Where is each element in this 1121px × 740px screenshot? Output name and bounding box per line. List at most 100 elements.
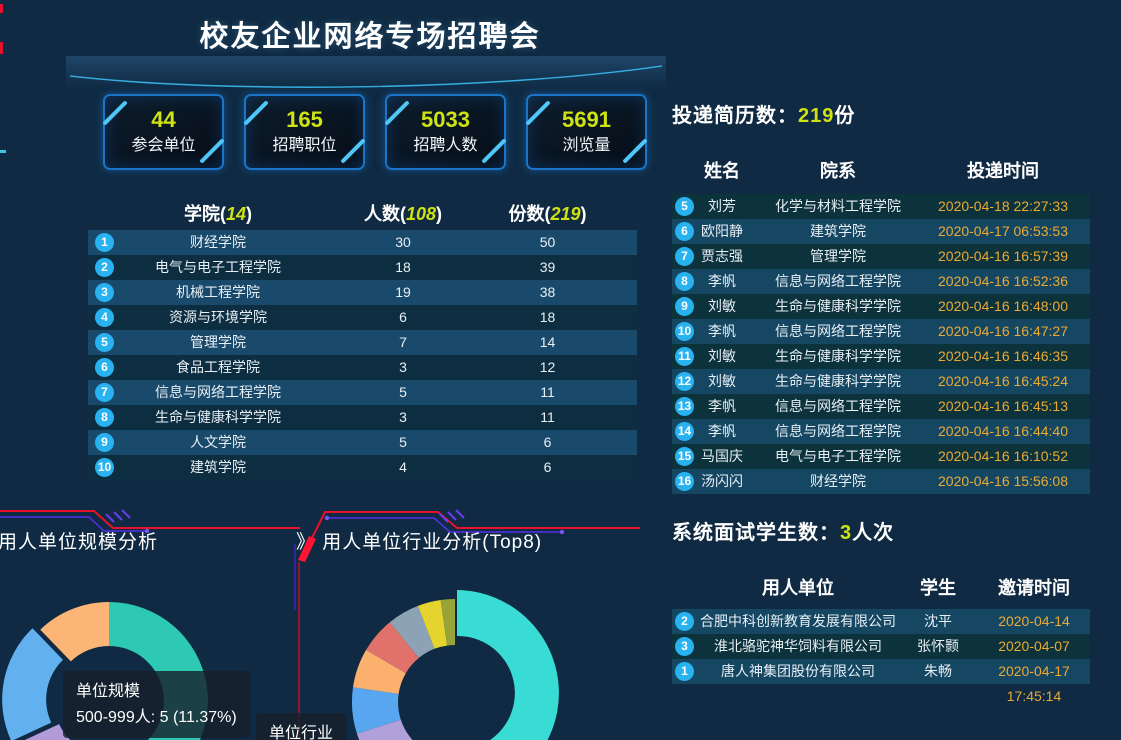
tooltip-title: 单位规模 [76,683,141,700]
rank-badge: 5 [675,197,694,216]
rank-badge: 11 [675,347,694,366]
department: 信息与网络工程学院 [775,323,901,339]
student-name: 李帆 [708,273,736,289]
rank-badge: 6 [95,358,114,377]
people-count: 19 [395,284,411,300]
section-title-scale: 用人单位规模分析 [0,532,159,553]
stat-label: 招聘人数 [413,137,478,154]
table-row: 9 刘敏 生命与健康科学学院 2020-04-16 16:48:00 [672,294,1090,319]
student-name: 贾志强 [701,248,743,264]
table-row: 8 生命与健康科学学院 3 11 [88,405,637,430]
department: 电气与电子工程学院 [775,448,901,464]
stat-label: 浏览量 [562,137,611,154]
student-name: 刘敏 [708,298,736,314]
submit-time: 2020-04-16 15:56:08 [938,473,1068,489]
interview-table-header: 用人单位 学生 邀请时间 [672,573,1090,603]
college-name: 建筑学院 [190,459,246,475]
rank-badge: 2 [95,258,114,277]
submit-time: 2020-04-16 16:52:36 [938,273,1068,289]
department: 化学与材料工程学院 [775,198,901,214]
stat-card-headcount: 5033 招聘人数 [385,94,506,170]
table-row: 8 李帆 信息与网络工程学院 2020-04-16 16:52:36 [672,269,1090,294]
stat-card-views: 5691 浏览量 [526,94,647,170]
chart-tooltip-scale: 单位规模 500-999人: 5 (11.37%) [63,671,250,739]
rank-badge: 6 [675,222,694,241]
copies-count: 18 [539,309,556,325]
rank-badge: 3 [95,283,114,302]
college-table-header: 学院(14) 人数(108) 份数(219) [88,196,637,230]
submit-time: 2020-04-17 06:53:53 [938,223,1068,239]
college-name: 电气与电子工程学院 [155,259,281,275]
table-row: 6 欧阳静 建筑学院 2020-04-17 06:53:53 [672,219,1090,244]
rank-badge: 14 [675,422,694,441]
people-count: 3 [399,359,407,375]
banner-arc [69,65,663,88]
resume-count: 219 [798,105,835,127]
column-header-people: 人数(108) [363,204,443,224]
college-name: 食品工程学院 [176,359,260,375]
rank-badge: 15 [675,447,694,466]
rank-badge: 13 [675,397,694,416]
edge-decoration [0,150,6,153]
column-header-student: 学生 [920,578,956,598]
stat-cards: 44 参会单位 165 招聘职位 5033 招聘人数 5691 浏览量 [103,94,647,170]
column-header-name: 姓名 [704,161,740,181]
edge-decoration [0,42,3,54]
invite-time: 2020-04-14 15:35:54 [998,613,1070,654]
table-row: 10 建筑学院 4 6 [88,455,637,480]
rank-badge: 7 [675,247,694,266]
section-border-decoration [0,509,640,740]
people-count: 6 [399,309,407,325]
table-row: 2 合肥中科创新教育发展有限公司 沈平 2020-04-14 15:35:54 [672,609,1090,654]
stat-value: 165 [286,107,323,132]
title-banner [66,56,666,89]
college-name: 人文学院 [190,434,246,450]
student-name: 马国庆 [701,448,743,464]
column-header-time: 投递时间 [967,161,1039,181]
student-name: 李帆 [708,423,736,439]
table-row: 4 资源与环境学院 6 18 [88,305,637,330]
submit-time: 2020-04-16 16:45:24 [938,373,1068,389]
copies-count: 38 [539,284,556,300]
copies-count: 12 [539,359,556,375]
table-row: 1 财经学院 30 50 [88,230,637,255]
stat-value: 5691 [562,107,611,132]
rank-badge: 8 [95,408,114,427]
submit-time: 2020-04-16 16:57:39 [938,248,1068,264]
student-name: 汤闪闪 [701,473,743,489]
people-count: 5 [399,384,407,400]
rank-badge: 9 [95,433,114,452]
rank-badge: 1 [95,233,114,252]
department: 生命与健康科学学院 [775,348,901,364]
rank-badge: 10 [675,322,694,341]
column-header-college: 学院(14) [183,204,253,224]
copies-count: 11 [540,409,555,425]
resume-panel-title: 投递简历数：219份 [672,105,856,127]
college-name: 信息与网络工程学院 [155,384,281,400]
college-name: 生命与健康科学学院 [155,409,281,425]
table-row: 15 马国庆 电气与电子工程学院 2020-04-16 16:10:52 [672,444,1090,469]
student-name: 刘敏 [708,373,736,389]
submit-time: 2020-04-16 16:10:52 [938,448,1068,464]
people-count: 30 [395,234,411,250]
column-header-dept: 院系 [820,161,856,181]
column-header-company: 用人单位 [762,578,834,598]
company-name: 唐人神集团股份有限公司 [721,663,875,679]
student-name: 沈平 [924,613,952,629]
stat-label: 参会单位 [131,137,196,154]
rank-badge: 8 [675,272,694,291]
department: 建筑学院 [810,223,866,239]
department: 生命与健康科学学院 [775,373,901,389]
student-name: 刘敏 [708,348,736,364]
column-header-invite-time: 邀请时间 [998,578,1070,598]
tooltip-value: 500-999人: 5 (11.37%) [76,708,237,726]
interview-count: 3 [840,522,853,544]
stat-card-companies: 44 参会单位 [103,94,224,170]
table-row: 11 刘敏 生命与健康科学学院 2020-04-16 16:46:35 [672,344,1090,369]
rank-badge: 1 [675,662,694,681]
tooltip-title: 单位行业 [269,725,334,740]
copies-count: 6 [543,459,552,475]
rank-badge: 9 [675,297,694,316]
department: 财经学院 [810,473,866,489]
stat-card-positions: 165 招聘职位 [244,94,365,170]
